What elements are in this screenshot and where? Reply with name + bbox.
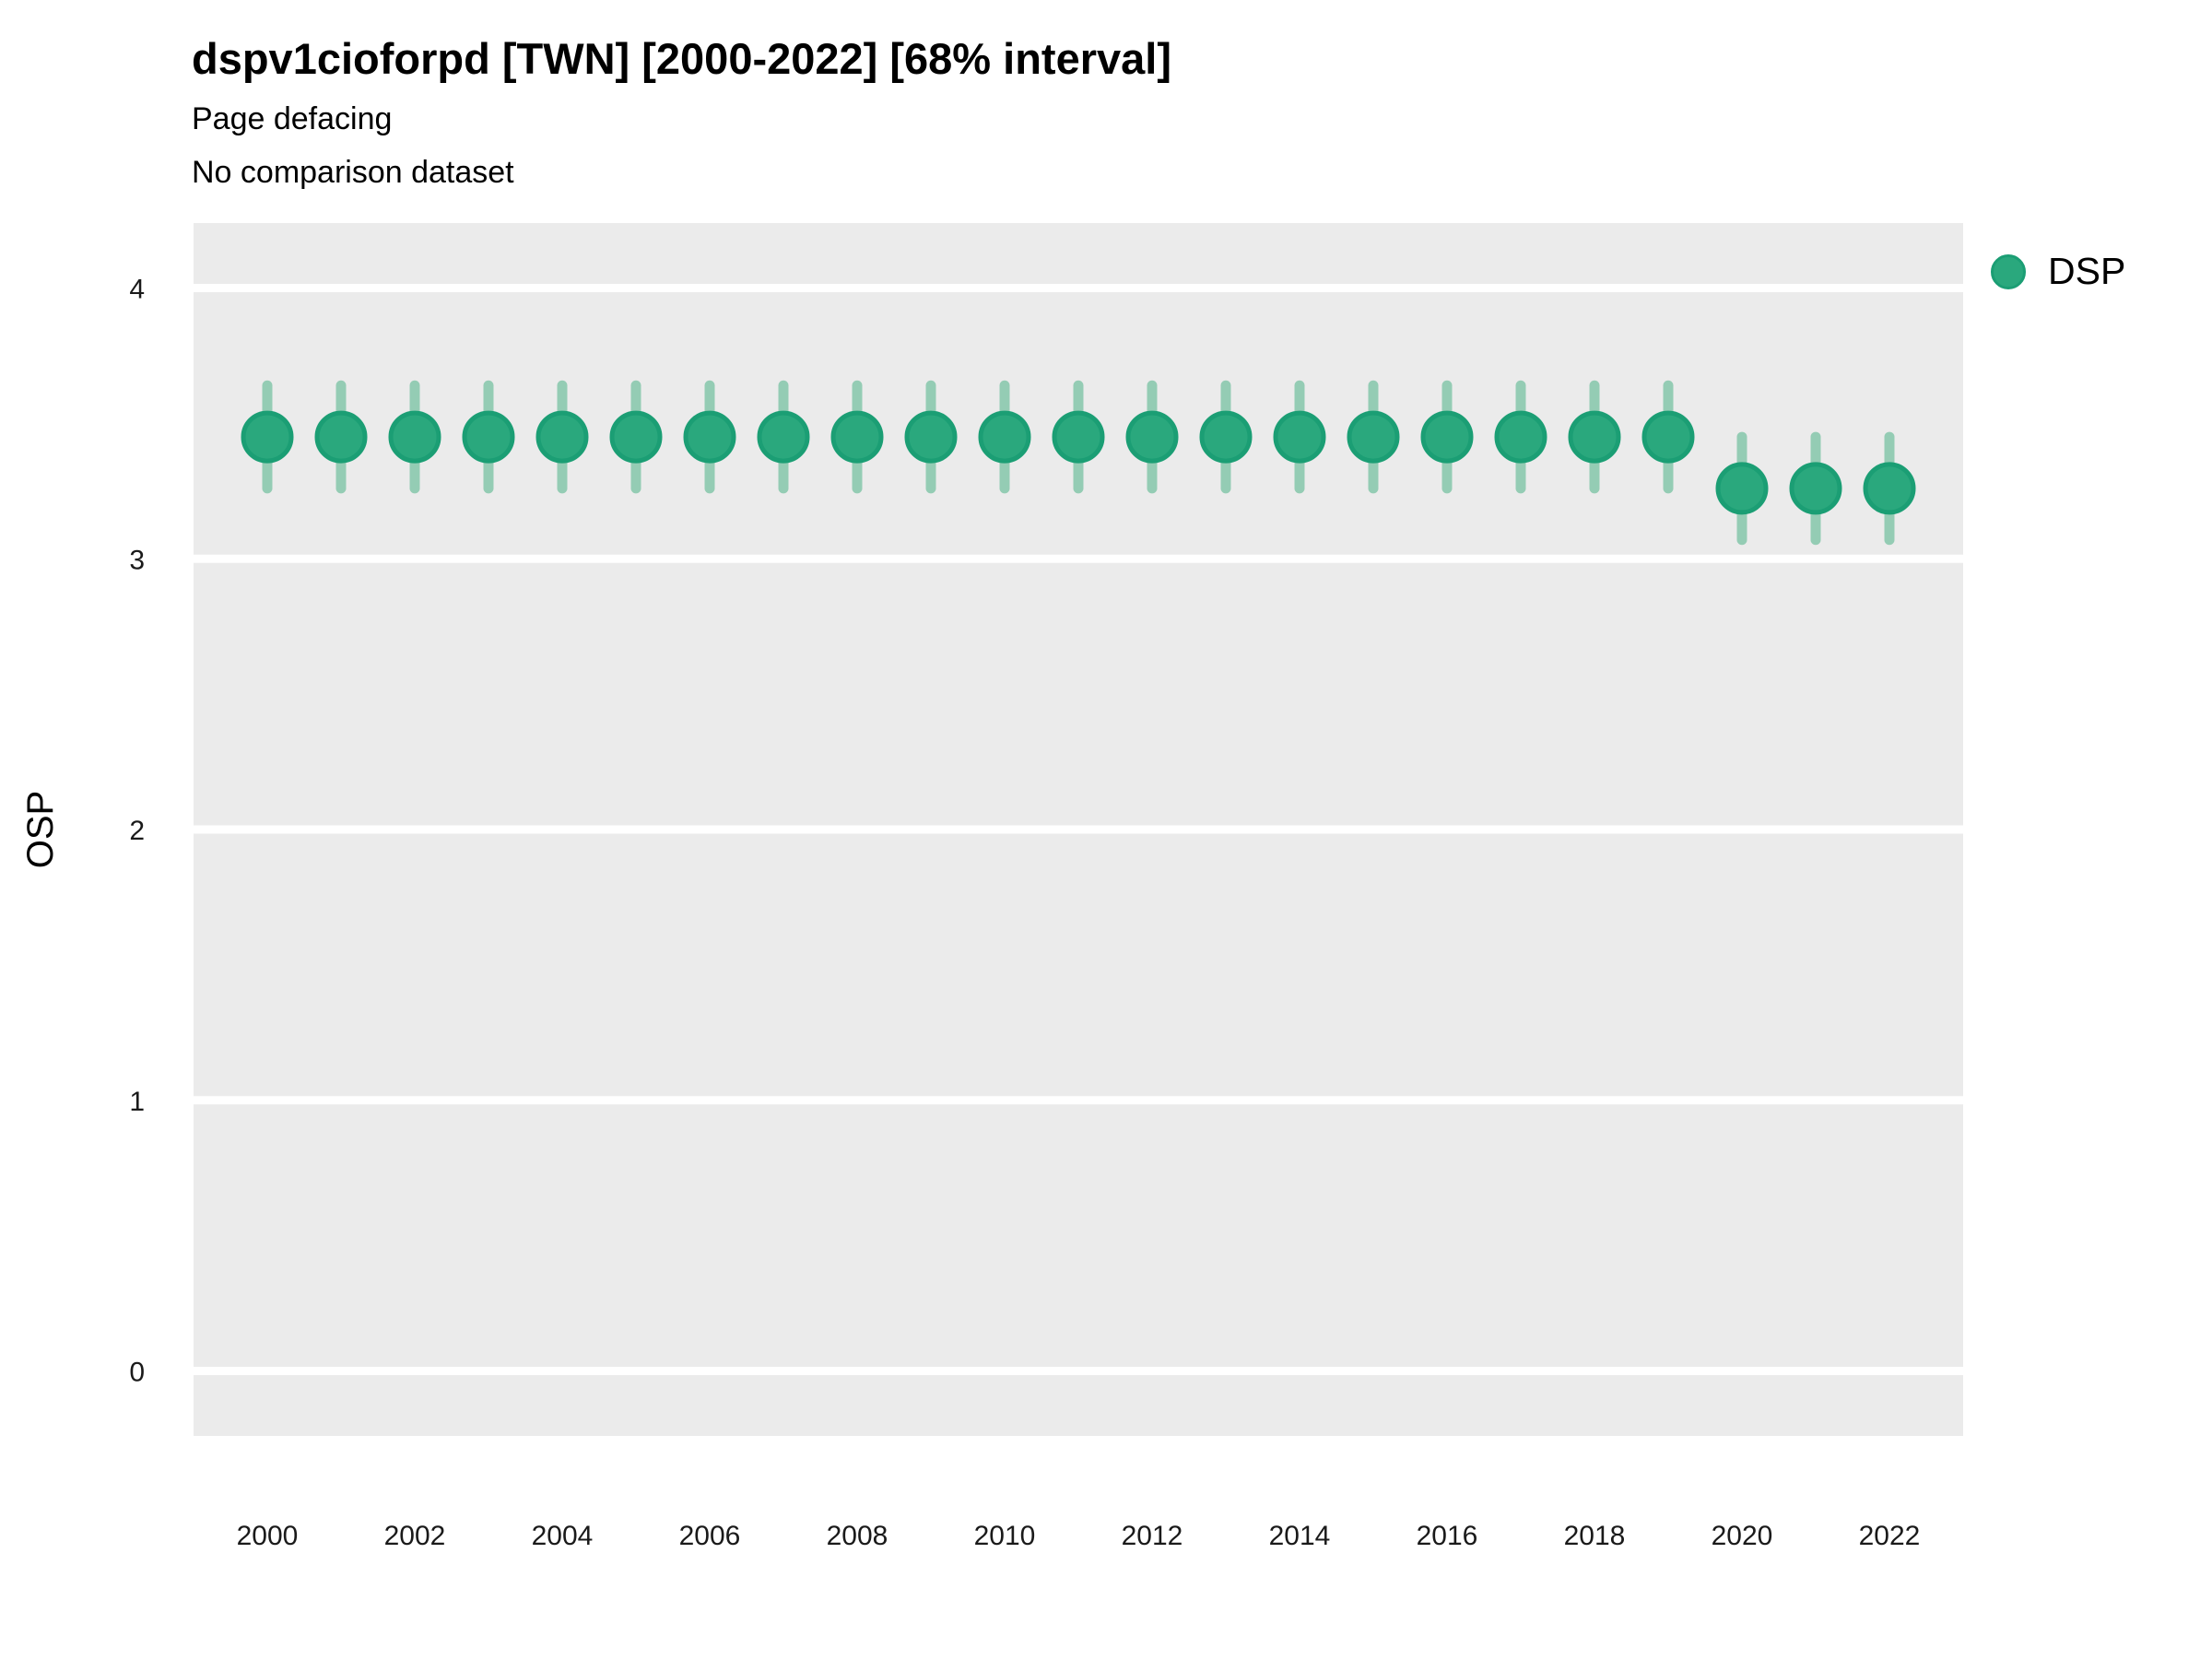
x-tick-label-2018: 2018	[1564, 1521, 1626, 1551]
y-tick-label-0: 0	[129, 1358, 145, 1388]
legend: DSP	[1991, 253, 2125, 290]
x-tick-label-2022: 2022	[1859, 1521, 1921, 1551]
data-point-dsp-2017	[1494, 410, 1547, 464]
data-point-dsp-2003	[462, 410, 515, 464]
legend-dsp-label: DSP	[2048, 250, 2126, 292]
data-point-dsp-2008	[830, 410, 884, 464]
data-point-dsp-2009	[904, 410, 958, 464]
x-tick-label-2016: 2016	[1417, 1521, 1478, 1551]
data-point-dsp-2002	[388, 410, 441, 464]
data-point-dsp-2019	[1641, 410, 1695, 464]
x-tick-label-2014: 2014	[1269, 1521, 1331, 1551]
x-tick-label-2004: 2004	[532, 1521, 594, 1551]
x-tick-label-2020: 2020	[1712, 1521, 1773, 1551]
x-tick-label-2010: 2010	[974, 1521, 1036, 1551]
data-point-dsp-2005	[609, 410, 663, 464]
x-tick-label-2006: 2006	[679, 1521, 741, 1551]
data-point-dsp-2013	[1199, 410, 1253, 464]
data-point-dsp-2020	[1715, 462, 1769, 515]
data-point-dsp-2004	[535, 410, 589, 464]
data-point-dsp-2016	[1420, 410, 1474, 464]
data-point-dsp-2007	[757, 410, 810, 464]
y-axis-title: OSP	[20, 791, 61, 868]
data-point-dsp-2010	[978, 410, 1031, 464]
data-point-dsp-2014	[1273, 410, 1326, 464]
data-point-dsp-2015	[1347, 410, 1400, 464]
x-tick-label-2002: 2002	[384, 1521, 446, 1551]
data-point-dsp-2001	[314, 410, 368, 464]
y-tick-label-3: 3	[129, 545, 145, 575]
chart-title: dspv1cioforpd [TWN] [2000-2022] [68% int…	[192, 34, 1171, 83]
x-tick-label-2012: 2012	[1122, 1521, 1183, 1551]
data-point-dsp-2011	[1052, 410, 1105, 464]
x-tick-label-2008: 2008	[827, 1521, 888, 1551]
y-tick-label-1: 1	[129, 1087, 145, 1117]
data-point-dsp-2012	[1125, 410, 1179, 464]
data-point-dsp-2022	[1863, 462, 1916, 515]
data-point-dsp-2006	[683, 410, 736, 464]
data-point-dsp-2018	[1568, 410, 1621, 464]
legend-dsp-dot-icon	[1991, 253, 2026, 289]
y-tick-label-4: 4	[129, 275, 145, 305]
data-point-dsp-2021	[1789, 462, 1842, 515]
chart-subtitle-line2: No comparison dataset	[192, 155, 514, 190]
data-point-dsp-2000	[241, 410, 294, 464]
x-tick-label-2000: 2000	[237, 1521, 299, 1551]
y-tick-label-2: 2	[129, 816, 145, 846]
chart-subtitle-line1: Page defacing	[192, 101, 393, 136]
